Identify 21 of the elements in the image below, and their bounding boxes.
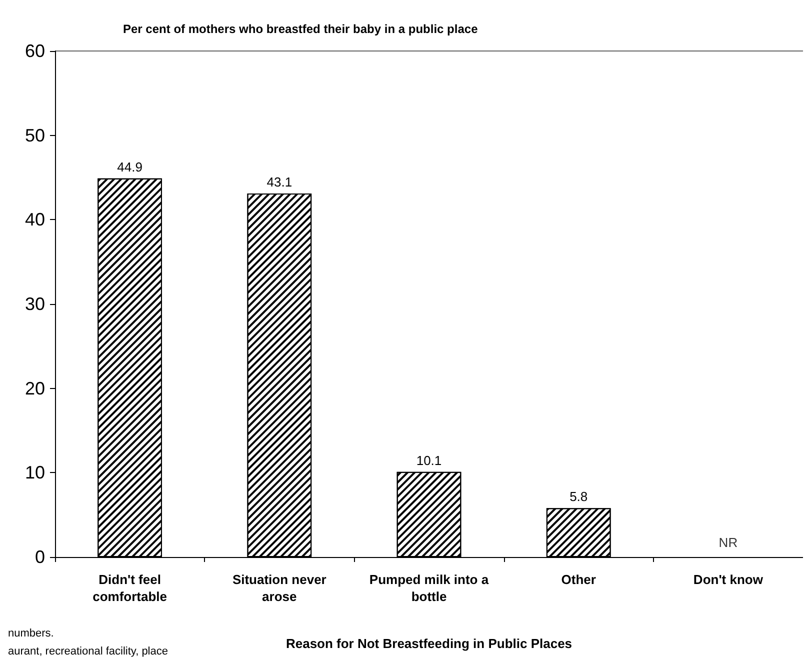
text: aurant, recreational facility, place [8,646,168,658]
y-tick-label: 30 [24,294,45,314]
text: NR [718,535,738,550]
data-label: 10.1 [416,452,442,468]
y-tick-label: 10 [24,462,45,483]
data-label: 44.9 [117,159,142,174]
text: numbers. [8,628,54,640]
y-tick-label: 40 [24,210,45,230]
x-tick-label: Situation never arose [232,572,326,604]
x-tick-label: Other [561,572,596,587]
x-tick-label: Don't know [693,572,764,587]
y-tick-label: 20 [24,378,45,398]
chart-title: Per cent of mothers who breastfed their baby in a public place [123,22,478,36]
y-tick-label: 60 [24,41,45,61]
x-tick-label: Didn't feel comfortable [92,572,168,604]
data-label: 5.8 [570,489,588,504]
data-label: 43.1 [266,174,292,190]
y-tick-label: 0 [34,547,45,567]
x-axis-title: Reason for Not Breastfeeding in Public Places [286,636,572,651]
x-tick-label: Pumped milk into a bottle [369,572,490,604]
y-tick-label: 50 [24,125,45,146]
